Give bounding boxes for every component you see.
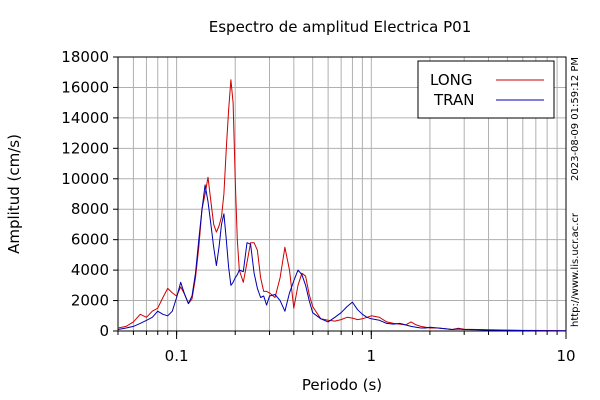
x-tick-label: 1 [367, 347, 377, 365]
series-line-tran [117, 184, 567, 332]
timestamp-annotation: 2023-08-09 01:59:12 PM [570, 57, 581, 181]
plot-area-frame [117, 56, 567, 332]
y-tick-label: 0 [99, 322, 109, 340]
series-line-long [117, 79, 567, 332]
y-tick-label: 2000 [71, 292, 109, 310]
legend: LONG TRAN [417, 60, 555, 119]
y-tick-label: 10000 [61, 170, 109, 188]
x-tick-label: 0.1 [165, 347, 189, 365]
legend-box [417, 60, 555, 119]
source-url-annotation: http://www.lis.ucr.ac.cr [570, 212, 581, 327]
legend-label-long: LONG [430, 71, 472, 89]
legend-label-tran: TRAN [433, 91, 474, 109]
y-tick-label: 18000 [61, 48, 109, 66]
y-tick-label: 12000 [61, 139, 109, 157]
axis-ticks: 0 2000 4000 6000 8000 10000 12000 14000 16000 180… [61, 48, 575, 365]
y-tick-label: 16000 [61, 78, 109, 96]
series-lines [117, 79, 567, 332]
y-axis-label: Amplitud (cm/s) [5, 134, 23, 254]
y-tick-label: 8000 [71, 200, 109, 218]
chart-title: Espectro de amplitud Electrica P01 [209, 18, 472, 36]
x-tick-label: 10 [556, 347, 575, 365]
y-tick-label: 14000 [61, 109, 109, 127]
y-tick-label: 6000 [71, 231, 109, 249]
x-axis-label: Periodo (s) [302, 376, 382, 394]
y-tick-label: 4000 [71, 261, 109, 279]
